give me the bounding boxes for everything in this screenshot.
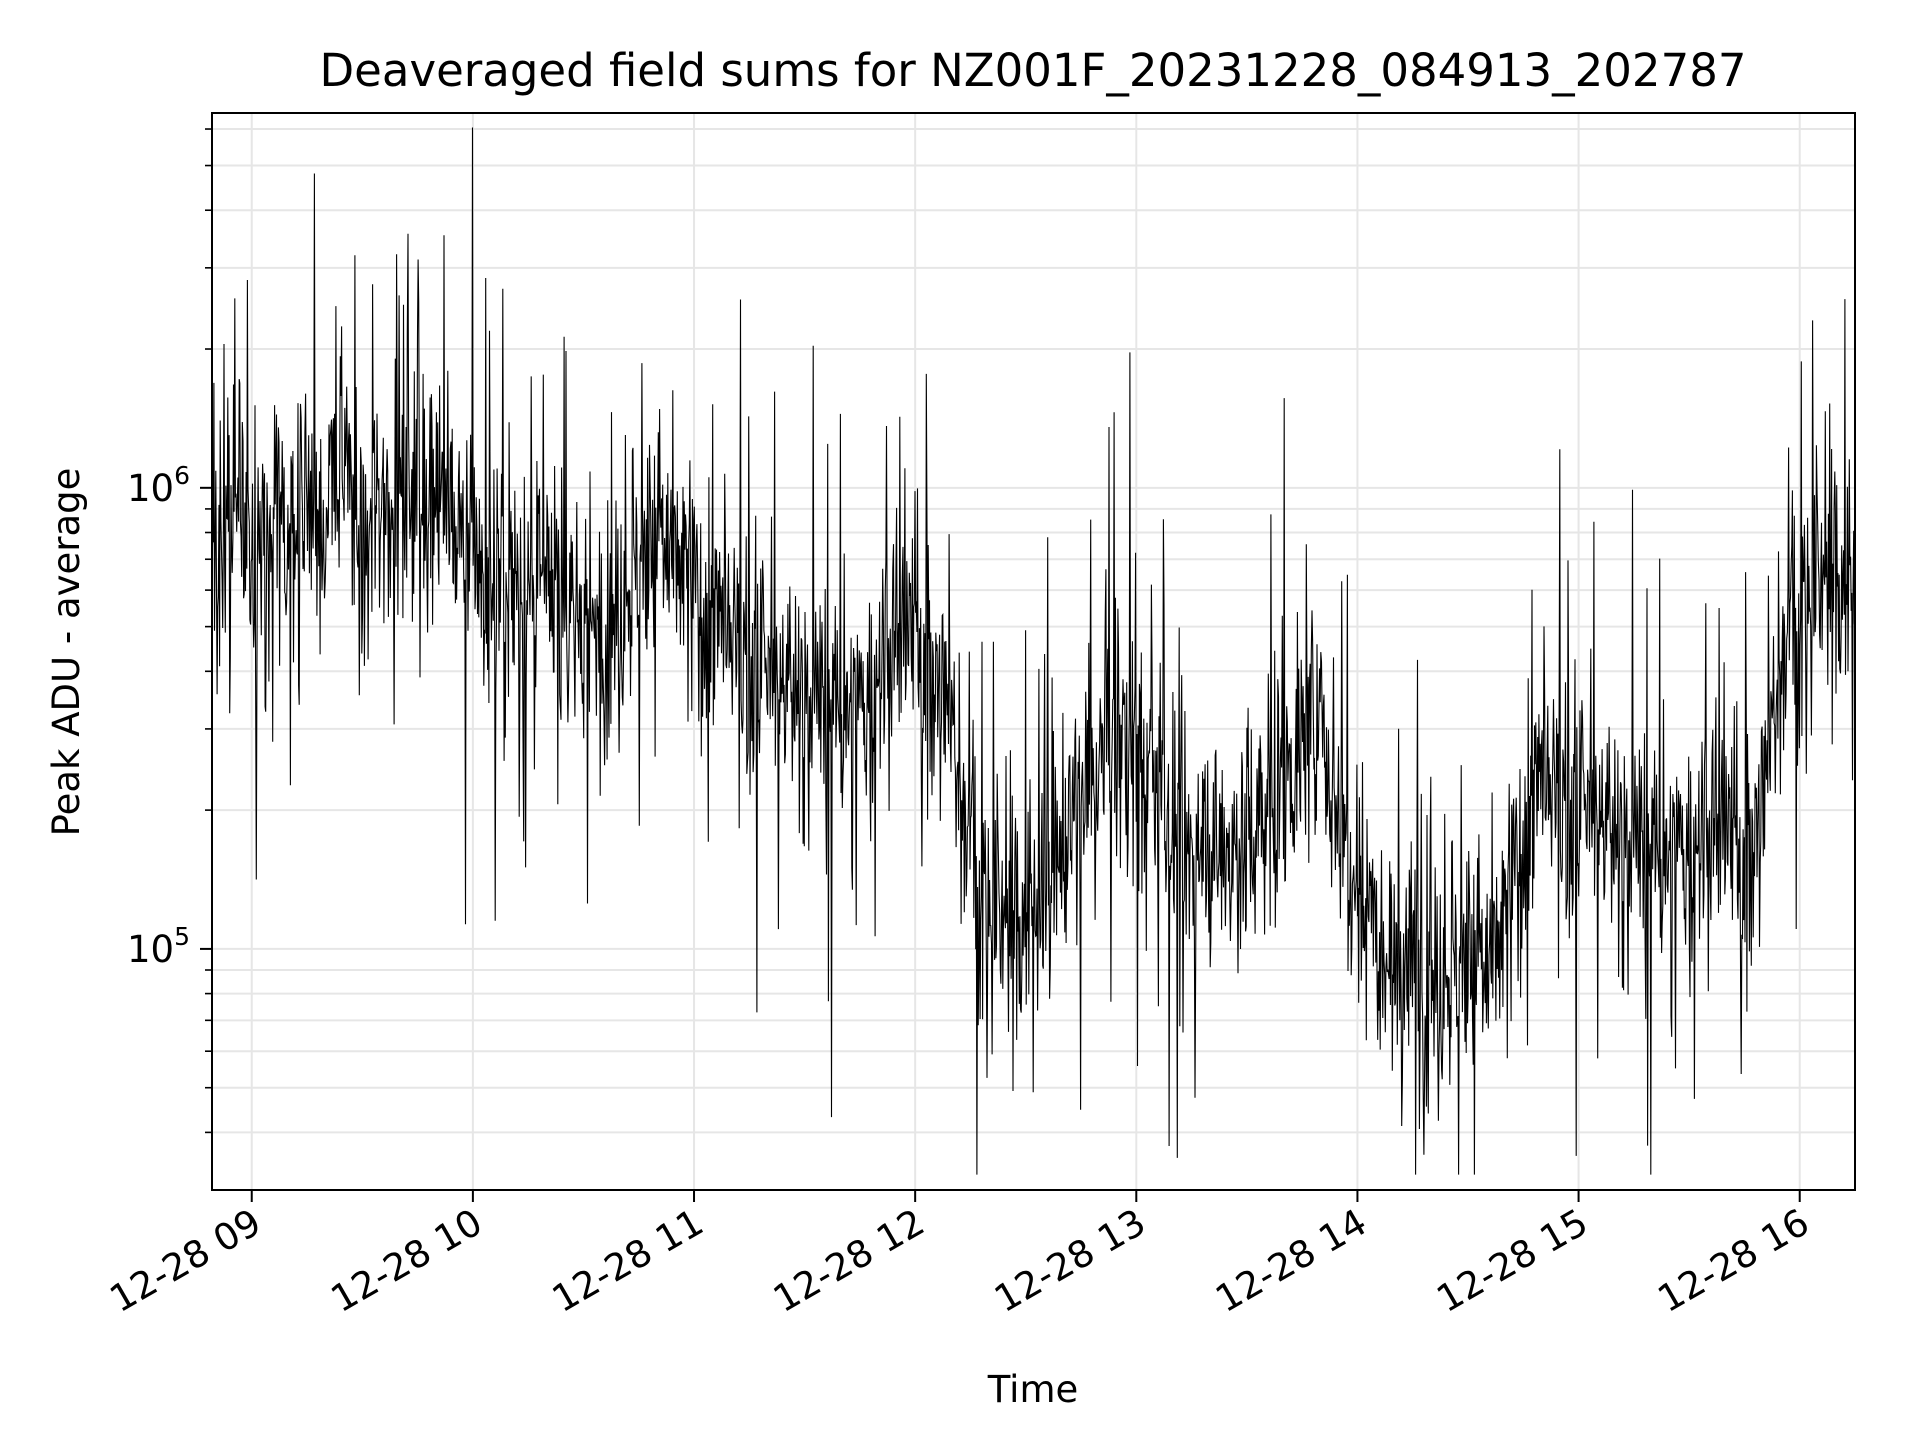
plot-frame	[211, 112, 1856, 1191]
grid-lines	[212, 113, 1855, 1190]
series-line	[211, 127, 1856, 1175]
x-axis-label: Time	[987, 1368, 1079, 1411]
data-series	[211, 127, 1856, 1175]
y-tick-label: 105	[127, 922, 190, 971]
y-axis-ticks: 105 106	[127, 128, 212, 1134]
y-axis-label: Peak ADU - average	[45, 468, 88, 837]
y-tick-label: 106	[127, 461, 190, 510]
chart-title: Deaveraged field sums for NZ001F_2023122…	[320, 44, 1747, 97]
